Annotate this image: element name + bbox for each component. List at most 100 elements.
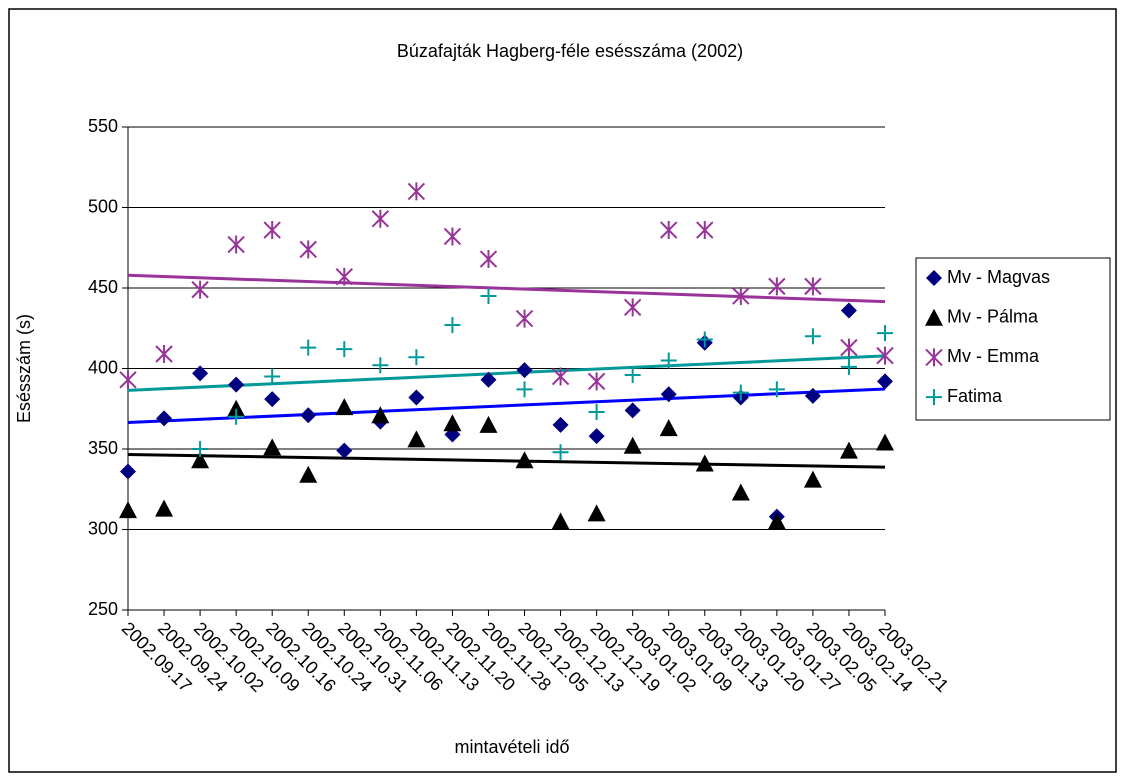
marker <box>155 345 173 364</box>
y-tick-label: 350 <box>88 438 118 458</box>
marker <box>227 399 246 417</box>
marker <box>299 240 317 259</box>
marker <box>408 389 425 406</box>
marker <box>551 512 570 530</box>
legend-label: Mv - Magvas <box>947 267 1050 287</box>
marker <box>659 419 678 437</box>
marker <box>119 370 137 389</box>
marker <box>371 209 390 228</box>
marker <box>408 349 425 366</box>
marker <box>624 366 641 383</box>
marker <box>696 331 713 348</box>
marker <box>840 358 857 375</box>
marker <box>335 267 353 286</box>
y-tick-label: 450 <box>88 277 118 297</box>
marker <box>768 381 785 398</box>
marker <box>804 277 822 296</box>
marker <box>335 398 354 416</box>
marker <box>624 402 641 419</box>
marker <box>516 381 533 398</box>
marker <box>623 298 642 317</box>
marker <box>876 433 894 451</box>
marker <box>336 442 353 459</box>
marker <box>192 441 209 457</box>
marker <box>732 287 750 306</box>
marker <box>300 339 317 356</box>
y-tick-label: 400 <box>88 357 118 377</box>
trendline <box>127 354 886 392</box>
marker <box>839 441 858 459</box>
marker <box>926 389 942 406</box>
marker <box>119 501 137 519</box>
marker <box>263 438 282 456</box>
marker <box>263 221 281 240</box>
marker <box>191 451 210 469</box>
marker <box>407 430 426 448</box>
marker <box>925 348 943 367</box>
marker <box>227 235 245 254</box>
x-axis-title: mintavételi idő <box>454 737 569 757</box>
marker <box>264 368 281 385</box>
marker <box>696 221 714 240</box>
y-tick-label: 500 <box>88 196 118 216</box>
marker <box>552 444 569 461</box>
marker <box>480 371 497 388</box>
marker <box>731 483 750 501</box>
marker <box>407 182 426 201</box>
marker <box>660 386 677 403</box>
marker <box>876 346 894 365</box>
marker <box>479 415 498 433</box>
marker <box>623 436 642 454</box>
marker <box>264 391 281 408</box>
marker <box>803 470 822 488</box>
marker <box>156 410 173 427</box>
trendline <box>127 453 886 469</box>
marker <box>516 362 533 379</box>
marker <box>588 428 605 445</box>
marker <box>768 277 786 296</box>
legend-label: Mv - Emma <box>947 346 1040 366</box>
trendline <box>127 273 886 304</box>
y-tick-label: 250 <box>88 599 118 619</box>
marker <box>372 357 389 374</box>
marker <box>695 454 714 472</box>
y-tick-label: 550 <box>88 116 118 136</box>
marker <box>926 270 942 286</box>
y-axis-title: Esésszám (s) <box>14 314 34 423</box>
legend-label: Mv - Pálma <box>947 306 1039 326</box>
y-tick-label: 300 <box>88 518 118 538</box>
marker <box>551 367 570 386</box>
marker <box>767 512 786 530</box>
marker <box>804 328 821 345</box>
marker <box>515 451 534 469</box>
trendline <box>127 387 886 425</box>
marker <box>479 250 498 269</box>
marker <box>840 302 857 319</box>
marker <box>120 463 136 480</box>
marker <box>660 352 677 369</box>
marker <box>371 406 390 424</box>
marker <box>877 373 893 390</box>
marker <box>660 221 678 240</box>
marker <box>480 288 497 305</box>
marker <box>552 416 569 433</box>
marker <box>443 414 462 432</box>
marker <box>588 403 605 420</box>
marker <box>443 227 462 246</box>
marker <box>228 408 245 425</box>
marker <box>804 387 821 404</box>
marker <box>587 504 606 522</box>
marker <box>336 341 353 358</box>
legend <box>915 257 1111 421</box>
marker <box>191 280 209 299</box>
chart-title: Búzafajták Hagberg-féle esésszáma (2002) <box>397 41 743 61</box>
marker <box>587 372 606 391</box>
marker <box>877 325 893 342</box>
marker <box>732 384 749 401</box>
marker <box>155 499 174 517</box>
marker <box>228 376 245 393</box>
marker <box>444 317 461 334</box>
marker <box>925 308 943 326</box>
marker <box>192 365 209 382</box>
